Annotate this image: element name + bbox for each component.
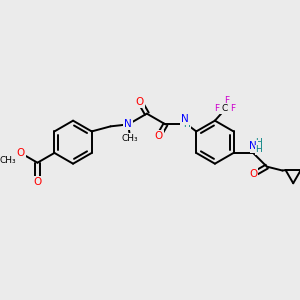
Text: F: F xyxy=(230,104,235,113)
Text: N: N xyxy=(181,113,189,124)
Text: O: O xyxy=(154,131,163,141)
Text: H: H xyxy=(184,120,190,129)
Text: CH₃: CH₃ xyxy=(122,134,139,142)
Text: C: C xyxy=(222,104,228,113)
Text: N: N xyxy=(124,119,132,129)
Text: CH₃: CH₃ xyxy=(0,156,16,165)
Text: F: F xyxy=(224,96,230,105)
Text: N: N xyxy=(249,141,257,151)
Text: O: O xyxy=(249,169,257,179)
Text: N: N xyxy=(251,142,259,152)
Text: O: O xyxy=(136,97,144,107)
Text: H: H xyxy=(255,138,262,147)
Text: O: O xyxy=(33,177,42,187)
Text: O: O xyxy=(16,148,25,158)
Text: F: F xyxy=(214,104,220,113)
Text: H: H xyxy=(256,146,262,154)
